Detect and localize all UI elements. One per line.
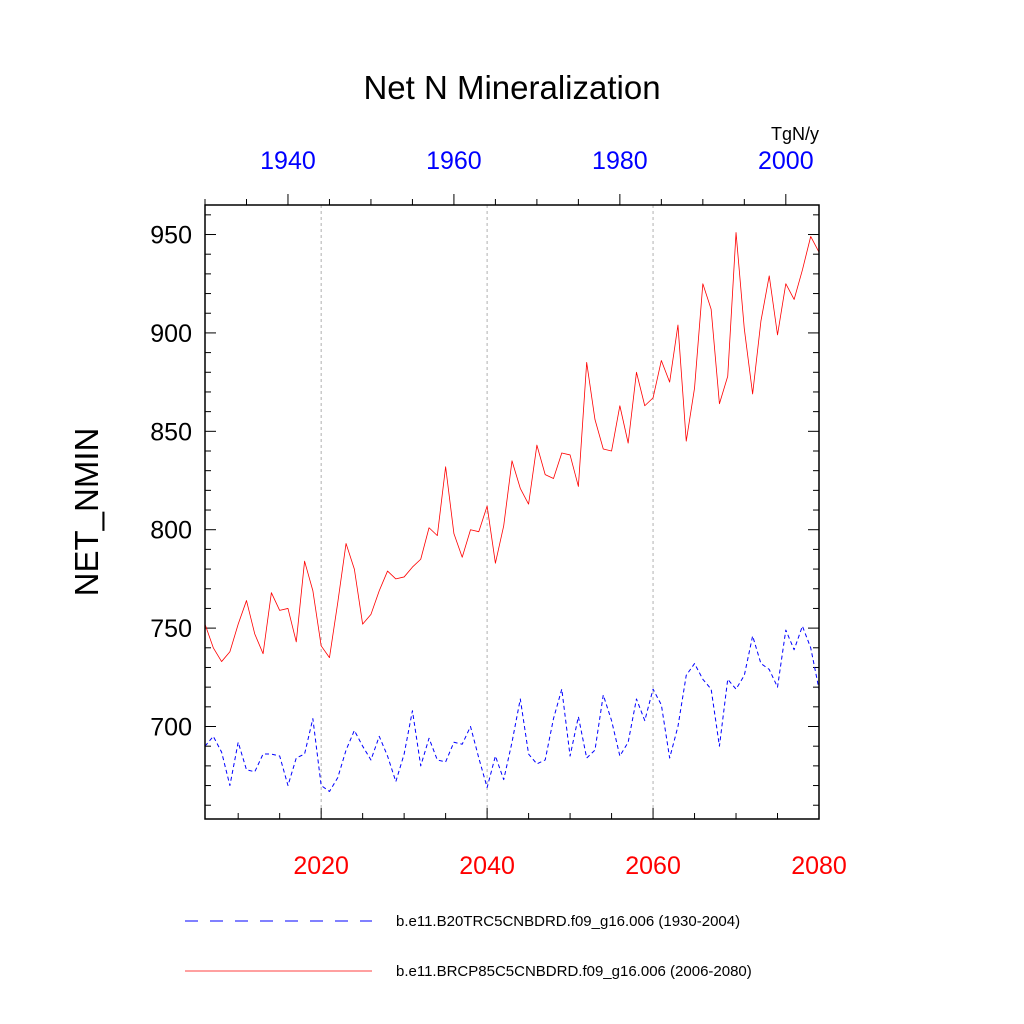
series-line-rcp85 [204, 232, 820, 662]
legend-label-historical: b.e11.B20TRC5CNBDRD.f09_g16.006 (1930-20… [396, 913, 740, 930]
bottom-tick-label: 2040 [459, 852, 515, 880]
y-tick-label: 700 [150, 714, 192, 742]
top-tick-labels: 1940 1960 1980 2000 [260, 147, 813, 175]
units-label: TgN/y [771, 124, 819, 144]
bottom-tick-label: 2020 [293, 852, 349, 880]
series-lines [204, 232, 820, 792]
y-tick-labels: 700 750 800 850 900 950 [150, 222, 192, 742]
y-axis-label: NET_NMIN [68, 428, 105, 597]
y-tick-label: 800 [150, 517, 192, 545]
top-tick-label: 1980 [592, 147, 648, 175]
bottom-tick-labels: 2020 2040 2060 2080 [293, 852, 846, 880]
bottom-tick-label: 2060 [625, 852, 681, 880]
y-tick-label: 900 [150, 320, 192, 348]
gridlines [320, 205, 654, 819]
axis-ticks [204, 194, 820, 819]
series-line-historical [204, 625, 820, 792]
top-tick-label: 2000 [758, 147, 814, 175]
y-tick-label: 850 [150, 418, 192, 446]
chart-title: Net N Mineralization [363, 69, 660, 106]
bottom-tick-label: 2080 [791, 852, 847, 880]
legend: b.e11.B20TRC5CNBDRD.f09_g16.006 (1930-20… [185, 913, 752, 980]
legend-label-rcp85: b.e11.BRCP85C5CNBDRD.f09_g16.006 (2006-2… [396, 963, 752, 980]
y-tick-label: 950 [150, 222, 192, 250]
top-tick-label: 1960 [426, 147, 482, 175]
y-tick-label: 750 [150, 615, 192, 643]
top-tick-label: 1940 [260, 147, 316, 175]
plot-frame [204, 204, 820, 820]
